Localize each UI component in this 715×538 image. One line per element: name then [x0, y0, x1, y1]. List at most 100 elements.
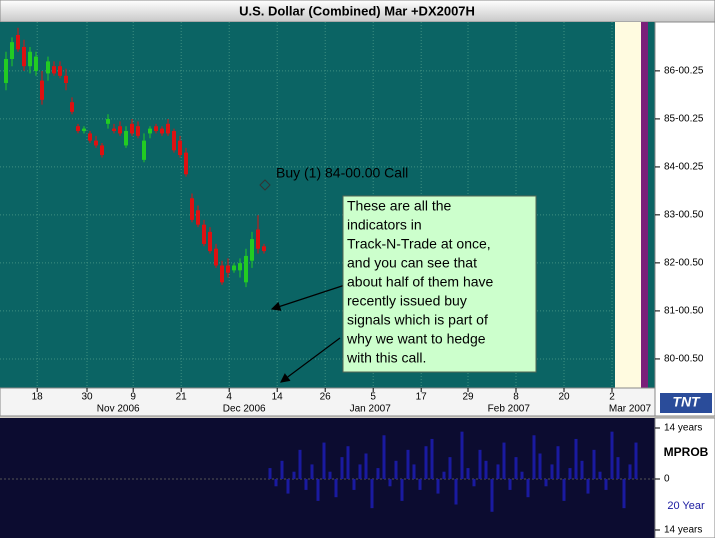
x-tick-label: 14 — [272, 392, 284, 403]
callout-line: with this call. — [346, 350, 426, 366]
candle-body — [166, 123, 170, 134]
candle-body — [214, 248, 218, 266]
callout-text: These are all the indicators in Track-N-Tr… — [346, 198, 494, 366]
callout-line: Track-N-Trade at once, — [347, 236, 491, 252]
callout-box — [342, 195, 537, 373]
bar — [520, 471, 524, 479]
candle-body — [208, 231, 212, 252]
candle-body — [226, 265, 230, 273]
candle-body — [76, 126, 80, 132]
candle-body — [130, 123, 134, 134]
callout-line: indicators in — [347, 217, 422, 233]
month-label: Dec 2006 — [223, 404, 266, 415]
bar — [586, 479, 590, 494]
candle-body — [172, 131, 176, 151]
bar — [442, 471, 446, 479]
y-tick-label: 85-00.25 — [664, 114, 704, 125]
bar — [556, 446, 560, 479]
bar — [382, 435, 386, 479]
x-tick-label: 9 — [130, 392, 136, 403]
candle-body — [46, 61, 50, 74]
callout-line: about half of them have — [347, 274, 494, 290]
candle-body — [22, 46, 26, 67]
bar — [580, 460, 584, 479]
bar — [592, 449, 596, 479]
candle-body — [196, 210, 200, 225]
bar — [544, 479, 548, 487]
candle-body — [64, 75, 68, 83]
bar — [628, 464, 632, 479]
buy-marker — [259, 179, 271, 191]
x-tick-label: 21 — [176, 392, 188, 403]
candle-body — [88, 133, 92, 141]
bar — [304, 479, 308, 490]
bar — [574, 438, 578, 479]
candle-body — [4, 58, 8, 83]
indicator-panel — [0, 418, 655, 538]
month-label: Mar 2007 — [609, 404, 652, 415]
candle-body — [16, 34, 20, 50]
x-tick-label: 18 — [32, 392, 44, 403]
bar — [274, 479, 278, 487]
price-axis — [654, 21, 715, 417]
bar — [400, 479, 404, 501]
callout-line: and you can see that — [347, 255, 477, 271]
bar — [424, 446, 428, 479]
bar — [622, 479, 626, 509]
candle-body — [232, 265, 236, 271]
bar — [436, 479, 440, 494]
bar — [430, 438, 434, 479]
bar — [346, 446, 350, 479]
bar — [634, 442, 638, 479]
bar — [322, 442, 326, 479]
bar — [364, 453, 368, 479]
y-tick-label: 14 years — [664, 423, 702, 434]
future-band — [615, 22, 641, 388]
x-tick-label: 5 — [370, 392, 376, 403]
plot-area — [0, 22, 655, 388]
candle-body — [142, 140, 146, 160]
bar — [466, 468, 470, 479]
candle-body — [184, 152, 188, 175]
candle-body — [52, 66, 56, 74]
bar — [472, 479, 476, 487]
candle-body — [238, 263, 242, 271]
candle-body — [124, 131, 128, 146]
bar — [514, 457, 518, 479]
bar — [292, 471, 296, 479]
x-tick-label: 17 — [416, 392, 428, 403]
indicator-subtitle: 20 Year — [667, 500, 705, 512]
x-tick-label: 26 — [320, 392, 332, 403]
bar — [448, 457, 452, 479]
bar — [286, 479, 290, 494]
candle-body — [148, 128, 152, 134]
bar — [478, 449, 482, 479]
candle-body — [262, 246, 266, 252]
candle-body — [82, 128, 86, 132]
bar — [490, 479, 494, 512]
bar — [310, 464, 314, 479]
candle-body — [94, 140, 98, 146]
callout-line: recently issued buy — [347, 293, 467, 309]
pointer-arrow — [270, 284, 346, 311]
bar — [610, 431, 614, 479]
candle-body — [220, 265, 224, 283]
bar — [316, 479, 320, 501]
bar — [532, 435, 536, 479]
candle-body — [202, 224, 206, 244]
y-tick-label: 83-00.50 — [664, 209, 704, 220]
candle-body — [58, 66, 62, 76]
candle-body — [250, 239, 254, 261]
logo-box — [660, 393, 712, 413]
x-tick-label: 8 — [513, 392, 519, 403]
bar — [334, 479, 338, 498]
bar — [562, 479, 566, 501]
bar — [418, 479, 422, 490]
chart-title: U.S. Dollar (Combined) Mar +DX2007H — [239, 3, 475, 18]
candle-body — [40, 80, 44, 100]
candle-body — [136, 126, 140, 136]
bar — [460, 431, 464, 479]
bar — [280, 460, 284, 479]
logo: TNT — [672, 394, 701, 410]
